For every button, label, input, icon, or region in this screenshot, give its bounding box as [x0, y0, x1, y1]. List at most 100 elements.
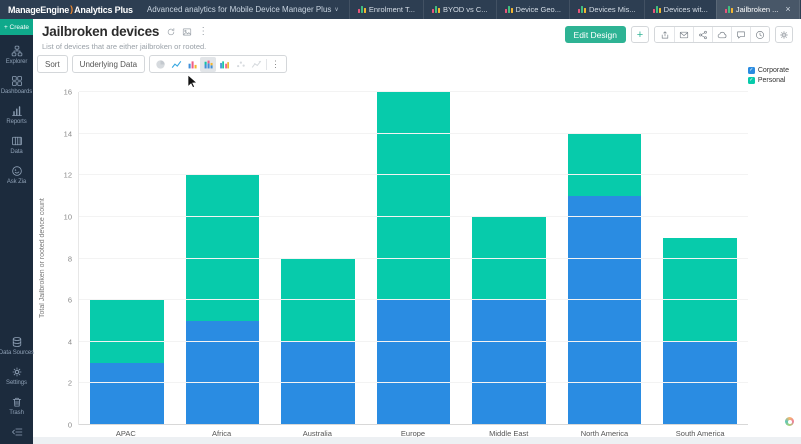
- sidebar-item-label: Dashboards: [0, 89, 33, 95]
- tab-devices-mis[interactable]: Devices Mis...: [568, 0, 644, 19]
- sidebar-item-explorer[interactable]: Explorer: [0, 45, 33, 65]
- gridline: [79, 91, 748, 92]
- grouped-bar-chart-icon[interactable]: [216, 57, 232, 72]
- corporate-bar-segment[interactable]: [472, 300, 546, 425]
- corporate-bar-segment[interactable]: [89, 362, 164, 425]
- underlying-data-button[interactable]: Underlying Data: [71, 55, 146, 73]
- comment-icon: [736, 30, 746, 40]
- share-button[interactable]: [693, 27, 712, 42]
- personal-bar-segment[interactable]: [472, 216, 546, 301]
- more-icon[interactable]: ⋮: [198, 25, 209, 37]
- ask-zia-icon: [11, 165, 23, 177]
- legend-item-corporate[interactable]: ✓ Corporate: [747, 67, 789, 74]
- data-sources-icon: [11, 336, 23, 348]
- legend-checkbox-personal[interactable]: ✓: [747, 77, 755, 84]
- sidebar-item-ask-zia[interactable]: Ask Zia: [0, 165, 33, 185]
- more-icon[interactable]: ⋮: [266, 58, 284, 70]
- stacked-bar-chart-icon[interactable]: [200, 56, 217, 72]
- personal-bar-segment[interactable]: [185, 175, 260, 321]
- comment-button[interactable]: [731, 27, 750, 42]
- scatter-chart-icon[interactable]: [232, 57, 248, 72]
- corporate-bar-segment[interactable]: [663, 341, 738, 425]
- sidebar-item-data[interactable]: Data: [0, 135, 33, 155]
- tab-jailbroken[interactable]: Jailbroken ... ×: [715, 0, 800, 19]
- bar-africa[interactable]: [185, 92, 260, 425]
- sidebar-item-label: Trash: [9, 410, 24, 416]
- refresh-icon[interactable]: [166, 27, 176, 37]
- add-button[interactable]: +: [631, 26, 649, 43]
- bar-column-australia: [270, 92, 366, 425]
- report-chart-icon: [504, 6, 513, 13]
- collapse-sidebar-icon[interactable]: [11, 426, 23, 438]
- export-button[interactable]: [655, 27, 674, 42]
- history-button[interactable]: [750, 27, 769, 42]
- funnel-chart-icon[interactable]: [248, 57, 264, 72]
- tab-label: Enrolment T...: [368, 5, 415, 14]
- bar-north-america[interactable]: [567, 92, 642, 425]
- email-icon: [679, 30, 689, 40]
- top-navbar: ManageEngine ) Analytics Plus Advanced a…: [0, 0, 801, 19]
- brand-logo: ManageEngine ) Analytics Plus: [0, 3, 139, 15]
- zoho-spinner-icon: [785, 417, 794, 426]
- corporate-bar-segment[interactable]: [281, 341, 355, 425]
- gridline: [79, 215, 748, 217]
- personal-bar-segment[interactable]: [567, 133, 642, 197]
- tab-label: Device Geo...: [515, 5, 561, 14]
- reports-icon: [11, 105, 23, 117]
- email-button[interactable]: [674, 27, 693, 42]
- corporate-bar-segment[interactable]: [185, 320, 260, 425]
- x-axis-labels: APAC Africa Australia Europe Middle East Nort…: [78, 429, 748, 438]
- tab-enrolment-t[interactable]: Enrolment T...: [348, 0, 423, 19]
- sidebar-item-reports[interactable]: Reports: [0, 105, 33, 125]
- x-axis-label: Australia: [302, 429, 332, 438]
- publish-button[interactable]: [712, 27, 731, 42]
- tab-device-geo[interactable]: Device Geo...: [495, 0, 569, 19]
- bar-europe[interactable]: [376, 92, 451, 425]
- close-icon[interactable]: ×: [785, 4, 791, 14]
- line-chart-icon[interactable]: [168, 57, 184, 72]
- legend-checkbox-corporate[interactable]: ✓: [747, 67, 755, 74]
- bar-apac[interactable]: [89, 92, 164, 425]
- corporate-bar-segment[interactable]: [567, 196, 642, 425]
- tab-byod-vs-c[interactable]: BYOD vs C...: [422, 0, 496, 19]
- personal-bar-segment[interactable]: [663, 237, 738, 342]
- personal-bar-segment[interactable]: [376, 92, 451, 301]
- sidebar-item-trash[interactable]: Trash: [0, 396, 33, 416]
- corporate-bar-segment[interactable]: [376, 300, 451, 425]
- snapshot-icon[interactable]: [182, 27, 192, 37]
- tab-devices-wit[interactable]: Devices wit...: [643, 0, 716, 19]
- sidebar-item-label: Reports: [6, 119, 27, 125]
- bar-middle-east[interactable]: [472, 92, 546, 425]
- header-actions: Edit Design +: [564, 26, 793, 51]
- create-button[interactable]: + Create: [0, 19, 33, 35]
- pie-chart-icon[interactable]: [152, 57, 168, 72]
- sidebar-item-settings[interactable]: Settings: [0, 366, 33, 386]
- dashboards-icon: [11, 75, 23, 87]
- legend-label: Corporate: [757, 67, 789, 74]
- bar-column-north-america: [557, 92, 653, 425]
- sidebar-item-dashboards[interactable]: Dashboards: [0, 75, 33, 95]
- tab-label: Devices Mis...: [588, 5, 636, 14]
- report-settings-button[interactable]: [775, 26, 793, 43]
- bar-australia[interactable]: [281, 92, 355, 425]
- workspace-dropdown[interactable]: Advanced analytics for Mobile Device Man…: [147, 5, 339, 14]
- sort-button[interactable]: Sort: [37, 55, 68, 73]
- sidebar-item-data-sources[interactable]: Data Sources: [0, 336, 34, 356]
- tab-label: Devices wit...: [663, 5, 708, 14]
- report-chart-icon: [652, 6, 661, 13]
- edit-design-button[interactable]: Edit Design: [564, 26, 626, 43]
- workspace-name: Advanced analytics for Mobile Device Man…: [146, 5, 332, 14]
- brand-swoosh-icon: ): [70, 3, 74, 14]
- y-tick-label: 10: [63, 212, 72, 222]
- personal-bar-segment[interactable]: [281, 258, 355, 342]
- x-axis-label: Africa: [211, 429, 232, 438]
- legend-item-personal[interactable]: ✓ Personal: [747, 77, 789, 84]
- sidebar-item-label: Explorer: [5, 59, 28, 65]
- bar-south-america[interactable]: [663, 92, 738, 425]
- personal-bar-segment[interactable]: [89, 300, 164, 363]
- sidebar-item-label: Data: [10, 149, 23, 155]
- export-icon: [660, 30, 670, 40]
- chart-plot-area: 0 2 4 6 8 10 12 14 16: [64, 88, 748, 430]
- bar-chart-icon[interactable]: [184, 57, 200, 72]
- y-tick-label: 6: [67, 295, 72, 305]
